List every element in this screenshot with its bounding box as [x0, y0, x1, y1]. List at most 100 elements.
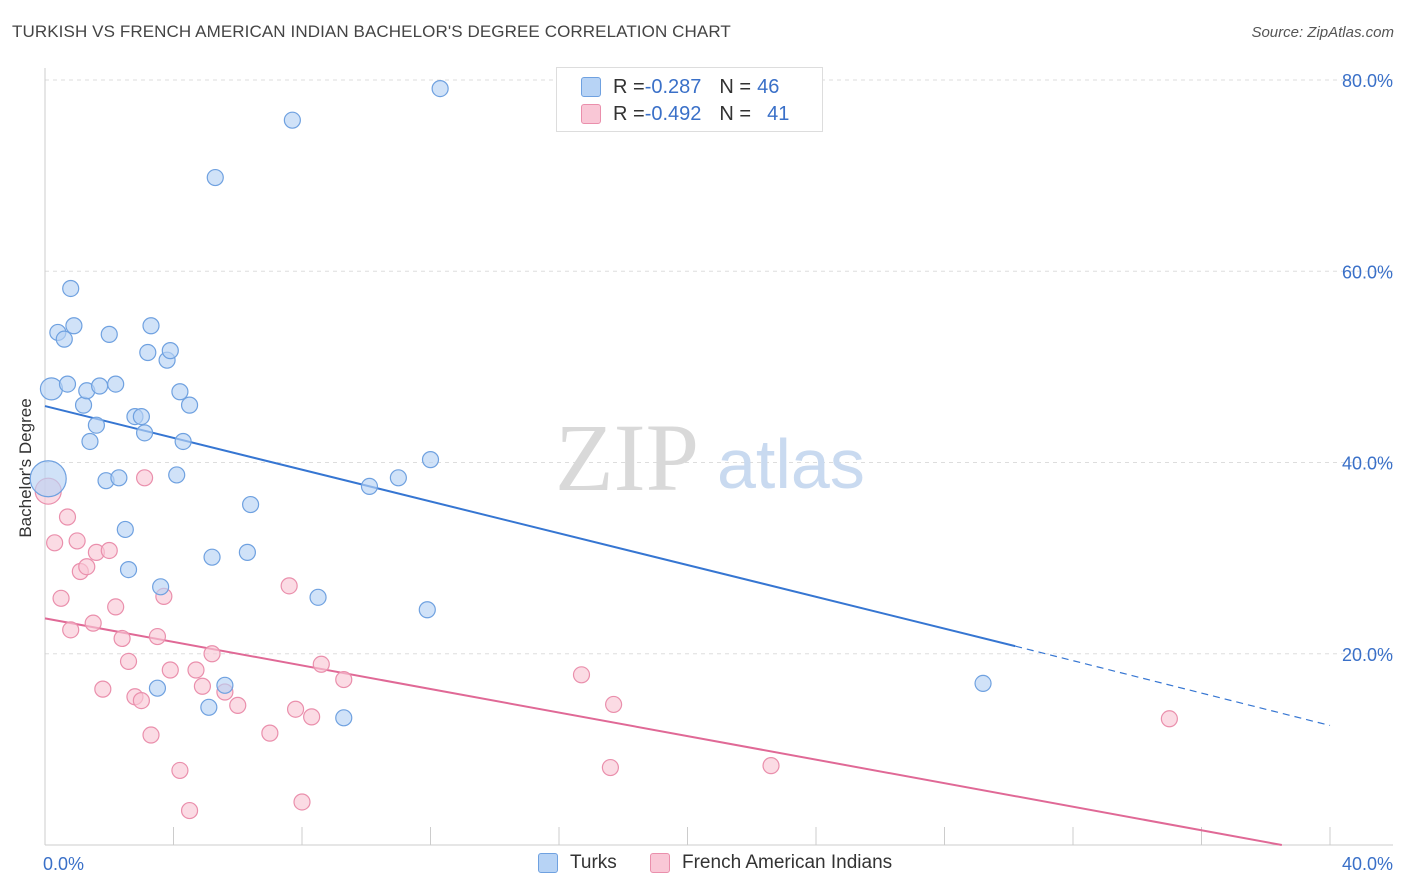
point-turks: [39, 377, 64, 401]
point-turks: [242, 495, 260, 514]
point-french-american-indians: [84, 614, 102, 632]
point-turks: [29, 460, 67, 498]
watermark-zip: ZIP: [555, 404, 699, 511]
source-label: Source: ZipAtlas.com: [1251, 24, 1394, 41]
point-french-american-indians: [171, 761, 189, 780]
point-turks: [203, 548, 221, 566]
gridlines: [45, 79, 1393, 655]
point-turks: [200, 698, 218, 716]
point-french-american-indians: [605, 695, 623, 714]
axes: [44, 68, 1393, 846]
point-french-american-indians: [132, 692, 150, 710]
point-french-american-indians: [180, 801, 199, 820]
legend-n-value: 46: [757, 75, 780, 98]
point-turks: [283, 111, 301, 129]
point-turks: [206, 168, 224, 187]
point-turks: [431, 80, 449, 98]
point-french-american-indians: [52, 589, 70, 607]
point-french-american-indians: [572, 666, 591, 684]
legend-swatch-french-american-indians: [581, 104, 601, 124]
point-turks: [65, 317, 83, 335]
point-turks: [418, 601, 436, 619]
point-french-american-indians: [187, 661, 205, 679]
point-turks: [148, 679, 167, 697]
point-french-american-indians: [119, 652, 138, 671]
point-french-american-indians: [312, 655, 330, 673]
point-turks: [974, 674, 992, 692]
trend-line-extension: [1015, 645, 1331, 727]
trend-line-french-american-indians: [44, 617, 1282, 846]
point-turks: [135, 424, 154, 442]
point-french-american-indians: [78, 558, 96, 576]
point-french-american-indians: [762, 757, 780, 775]
point-turks: [161, 342, 179, 360]
point-french-american-indians: [100, 541, 118, 560]
y-tick-label: 40.0%: [1342, 454, 1393, 474]
x-tick-label: 40.0%: [1342, 854, 1393, 874]
y-tick-label: 60.0%: [1342, 262, 1393, 282]
point-turks: [238, 543, 256, 561]
series-swatch-french-american-indians: [650, 853, 670, 873]
point-french-american-indians: [46, 534, 64, 552]
legend-r-value: -0.492: [644, 102, 702, 125]
legend-swatch-turks: [581, 77, 601, 97]
point-french-american-indians: [1160, 710, 1178, 728]
point-turks: [74, 396, 93, 414]
point-turks: [132, 408, 150, 426]
point-turks: [116, 520, 134, 539]
point-french-american-indians: [193, 677, 212, 695]
point-turks: [110, 469, 128, 487]
data-points: [29, 80, 1178, 820]
watermark-atlas: atlas: [717, 425, 865, 503]
point-turks: [152, 578, 170, 596]
point-french-american-indians: [203, 645, 221, 663]
point-french-american-indians: [113, 629, 131, 648]
point-turks: [171, 383, 189, 401]
point-turks: [58, 375, 77, 393]
point-french-american-indians: [107, 598, 125, 616]
trend-line-turks: [44, 405, 1016, 648]
point-french-american-indians: [62, 621, 80, 639]
legend-row-french-american-indians: R = -0.492 N = 41: [581, 102, 789, 126]
point-turks: [107, 375, 125, 393]
chart-title: TURKISH VS FRENCH AMERICAN INDIAN BACHEL…: [12, 22, 731, 41]
point-french-american-indians: [601, 758, 620, 777]
point-turks: [142, 317, 160, 335]
point-turks: [81, 432, 99, 451]
legend-r-label: R =: [613, 102, 645, 125]
point-turks: [139, 343, 157, 362]
point-turks: [180, 396, 199, 414]
point-french-american-indians: [335, 670, 353, 689]
point-turks: [360, 477, 379, 496]
point-turks: [309, 588, 327, 606]
legend-n-value: 41: [767, 102, 790, 125]
point-french-american-indians: [135, 469, 154, 487]
point-turks: [216, 676, 234, 694]
legend-n-label: N =: [719, 75, 752, 98]
legend-n-label: N =: [719, 102, 752, 125]
point-french-american-indians: [303, 708, 321, 726]
point-french-american-indians: [261, 724, 279, 742]
point-french-american-indians: [293, 793, 311, 811]
legend-row-turks: R = -0.287 N = 46: [581, 75, 779, 99]
series-label-turks: Turks: [570, 852, 617, 873]
point-french-american-indians: [286, 700, 305, 718]
point-turks: [91, 377, 109, 395]
point-turks: [87, 416, 106, 434]
series-label-french-american-indians: French American Indians: [682, 852, 893, 873]
tick-labels: 20.0% 40.0% 60.0% 80.0% 0.0% 40.0%: [43, 71, 1393, 874]
legend-r-value: -0.287: [644, 75, 702, 98]
point-turks: [421, 451, 440, 469]
point-turks: [62, 279, 80, 298]
series-legend-turks: Turks: [538, 852, 617, 874]
point-french-american-indians: [68, 532, 86, 550]
point-turks: [100, 325, 118, 343]
y-tick-label: 80.0%: [1342, 71, 1393, 91]
point-turks: [335, 709, 353, 727]
point-french-american-indians: [58, 508, 77, 526]
point-french-american-indians: [280, 577, 298, 595]
series-legend: Turks French American Indians: [0, 852, 1406, 876]
correlation-legend: R = -0.287 N = 46 R = -0.492 N = 41: [556, 67, 823, 132]
point-turks: [119, 560, 138, 579]
